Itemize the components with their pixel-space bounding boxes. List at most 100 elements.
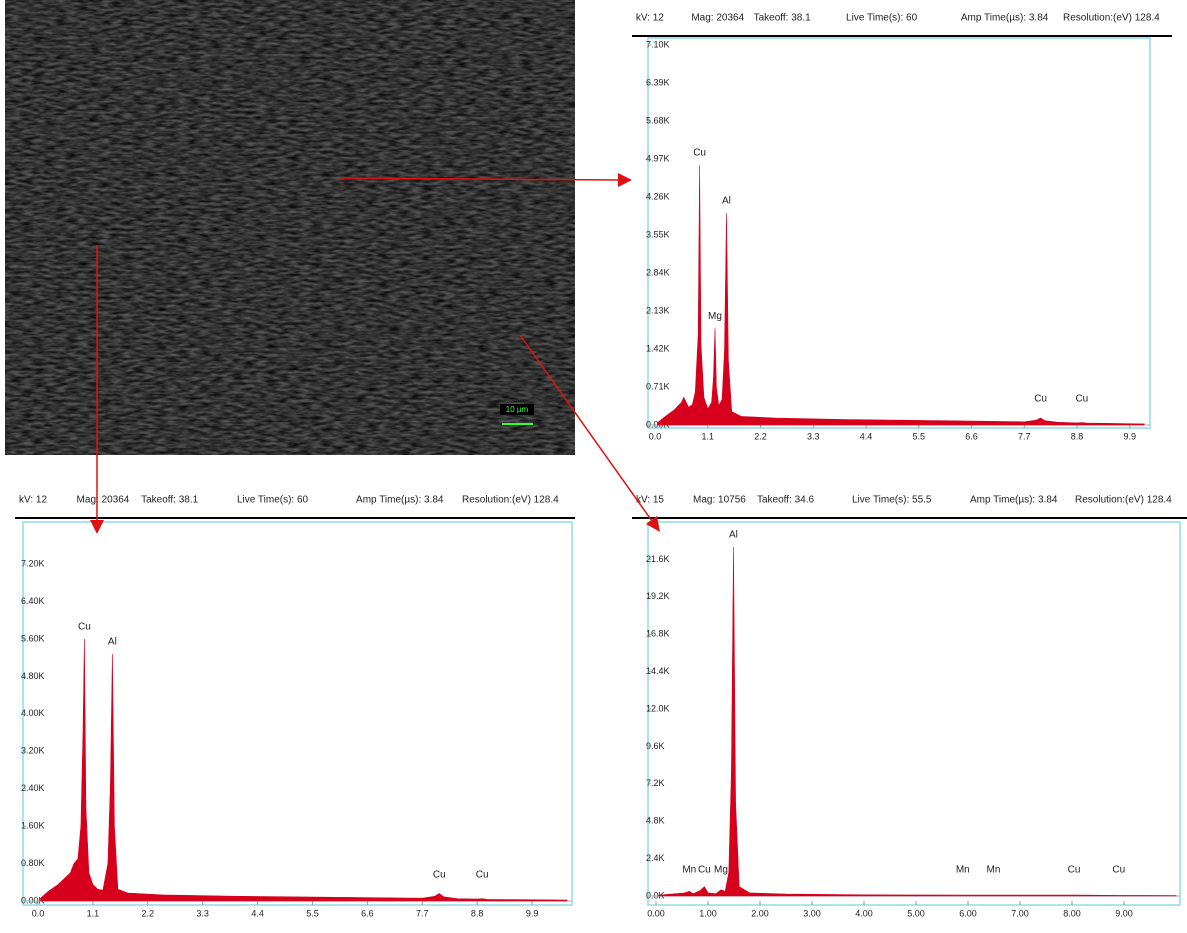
peak-label: Cu [1034, 394, 1047, 405]
y-tick-label: 5.60K [21, 633, 45, 643]
x-tick-label: 6.6 [361, 908, 374, 918]
y-tick-label: 9.6K [646, 741, 665, 751]
header-field: kV: 12 [19, 495, 47, 506]
y-tick-label: 6.40K [21, 596, 45, 606]
peak-label: Cu [693, 148, 706, 159]
y-tick-label: 6.39K [646, 77, 670, 87]
x-tick-label: 5.5 [306, 908, 319, 918]
x-tick-label: 1.00 [699, 908, 717, 918]
spectrum-area [657, 164, 1145, 426]
y-tick-label: 7.10K [646, 39, 670, 49]
x-tick-label: 6.6 [965, 431, 978, 441]
header-field: Mag: 20364 [691, 13, 744, 24]
y-tick-label: 2.4K [646, 853, 665, 863]
x-tick-label: 2.00 [751, 908, 769, 918]
header-field: Amp Time(µs): 3.84 [356, 495, 444, 506]
y-tick-label: 0.0K [646, 890, 665, 900]
peak-label: Cu [698, 865, 711, 876]
spectrum-area [40, 638, 568, 902]
header-field: Live Time(s): 60 [237, 495, 309, 506]
y-tick-label: 7.20K [21, 558, 45, 568]
x-tick-label: 9.9 [1124, 431, 1137, 441]
y-tick-label: 3.55K [646, 229, 670, 239]
x-tick-label: 0.0 [32, 908, 45, 918]
peak-label: Cu [1075, 394, 1088, 405]
plot-frame [647, 521, 1181, 906]
peak-label: Cu [1112, 865, 1125, 876]
y-tick-label: 0.71K [646, 381, 670, 391]
header-field: Takeoff: 38.1 [141, 495, 199, 506]
header-field: Mag: 20364 [77, 495, 130, 506]
y-tick-label: 16.8K [646, 629, 670, 639]
y-tick-label: 2.40K [21, 783, 45, 793]
header-field: kV: 15 [636, 495, 664, 506]
x-tick-label: 4.00 [855, 908, 873, 918]
x-tick-label: 7.7 [416, 908, 429, 918]
x-tick-label: 0.0 [649, 431, 662, 441]
y-tick-label: 0.80K [21, 858, 45, 868]
header-field: Amp Time(µs): 3.84 [961, 13, 1049, 24]
arrows [90, 173, 660, 534]
y-tick-label: 4.00K [21, 708, 45, 718]
y-tick-label: 7.2K [646, 778, 665, 788]
y-tick-label: 4.8K [646, 816, 665, 826]
y-tick-label: 3.20K [21, 746, 45, 756]
y-tick-label: 14.4K [646, 666, 670, 676]
y-tick-label: 2.13K [646, 305, 670, 315]
charts: kV: 12 Mag: 20364 Takeoff: 38.1 Live Time(s… [15, 13, 1187, 918]
header-field: Live Time(s): 60 [846, 13, 918, 24]
y-tick-label: 1.60K [21, 821, 45, 831]
x-tick-label: 8.00 [1063, 908, 1081, 918]
peak-label: Cu [1068, 865, 1081, 876]
scale-label: 10 µm [506, 405, 529, 414]
peak-label: Al [722, 196, 731, 207]
header-field: Mag: 10756 [693, 495, 746, 506]
y-tick-label: 19.2K [646, 591, 670, 601]
header-field: Amp Time(µs): 3.84 [970, 495, 1058, 506]
x-tick-label: 7.7 [1018, 431, 1031, 441]
y-tick-label: 2.84K [646, 267, 670, 277]
header-field: kV: 12 [636, 13, 664, 24]
y-tick-label: 0.00K [21, 895, 45, 905]
x-tick-label: 4.4 [251, 908, 264, 918]
x-tick-label: 4.4 [860, 431, 873, 441]
plot-frame [647, 37, 1151, 429]
header-field: Resolution:(eV) 128.4 [462, 495, 559, 506]
peak-label: Mn [956, 865, 970, 876]
peak-label: Mg [708, 311, 722, 322]
x-tick-label: 0.00 [647, 908, 665, 918]
spectrum-area [658, 546, 1177, 897]
x-tick-label: 8.8 [471, 908, 484, 918]
peak-label: Al [108, 637, 117, 648]
x-tick-label: 5.5 [913, 431, 926, 441]
header-field: Takeoff: 34.6 [757, 495, 815, 506]
sem-image: 10 µm [5, 0, 575, 455]
peak-label: Mg [714, 865, 728, 876]
peak-label: Mn [682, 865, 696, 876]
x-tick-label: 5.00 [907, 908, 925, 918]
y-tick-label: 5.68K [646, 115, 670, 125]
header-field: Takeoff: 38.1 [754, 13, 812, 24]
peak-label: Cu [476, 870, 489, 881]
peak-label: Cu [78, 622, 91, 633]
x-tick-label: 1.1 [701, 431, 714, 441]
y-tick-label: 12.0K [646, 703, 670, 713]
x-tick-label: 1.1 [87, 908, 100, 918]
x-tick-label: 8.8 [1071, 431, 1084, 441]
y-tick-label: 1.42K [646, 343, 670, 353]
y-tick-label: 4.97K [646, 153, 670, 163]
peak-label: Mn [987, 865, 1001, 876]
x-tick-label: 2.2 [754, 431, 767, 441]
x-tick-label: 7.00 [1011, 908, 1029, 918]
x-tick-label: 3.00 [803, 908, 821, 918]
x-tick-label: 9.00 [1115, 908, 1133, 918]
x-tick-label: 3.3 [807, 431, 820, 441]
plot-frame [22, 521, 573, 906]
x-tick-label: 2.2 [142, 908, 155, 918]
peak-label: Cu [433, 870, 446, 881]
x-tick-label: 3.3 [196, 908, 209, 918]
x-tick-label: 9.9 [526, 908, 539, 918]
x-tick-label: 6.00 [959, 908, 977, 918]
y-tick-label: 4.26K [646, 191, 670, 201]
